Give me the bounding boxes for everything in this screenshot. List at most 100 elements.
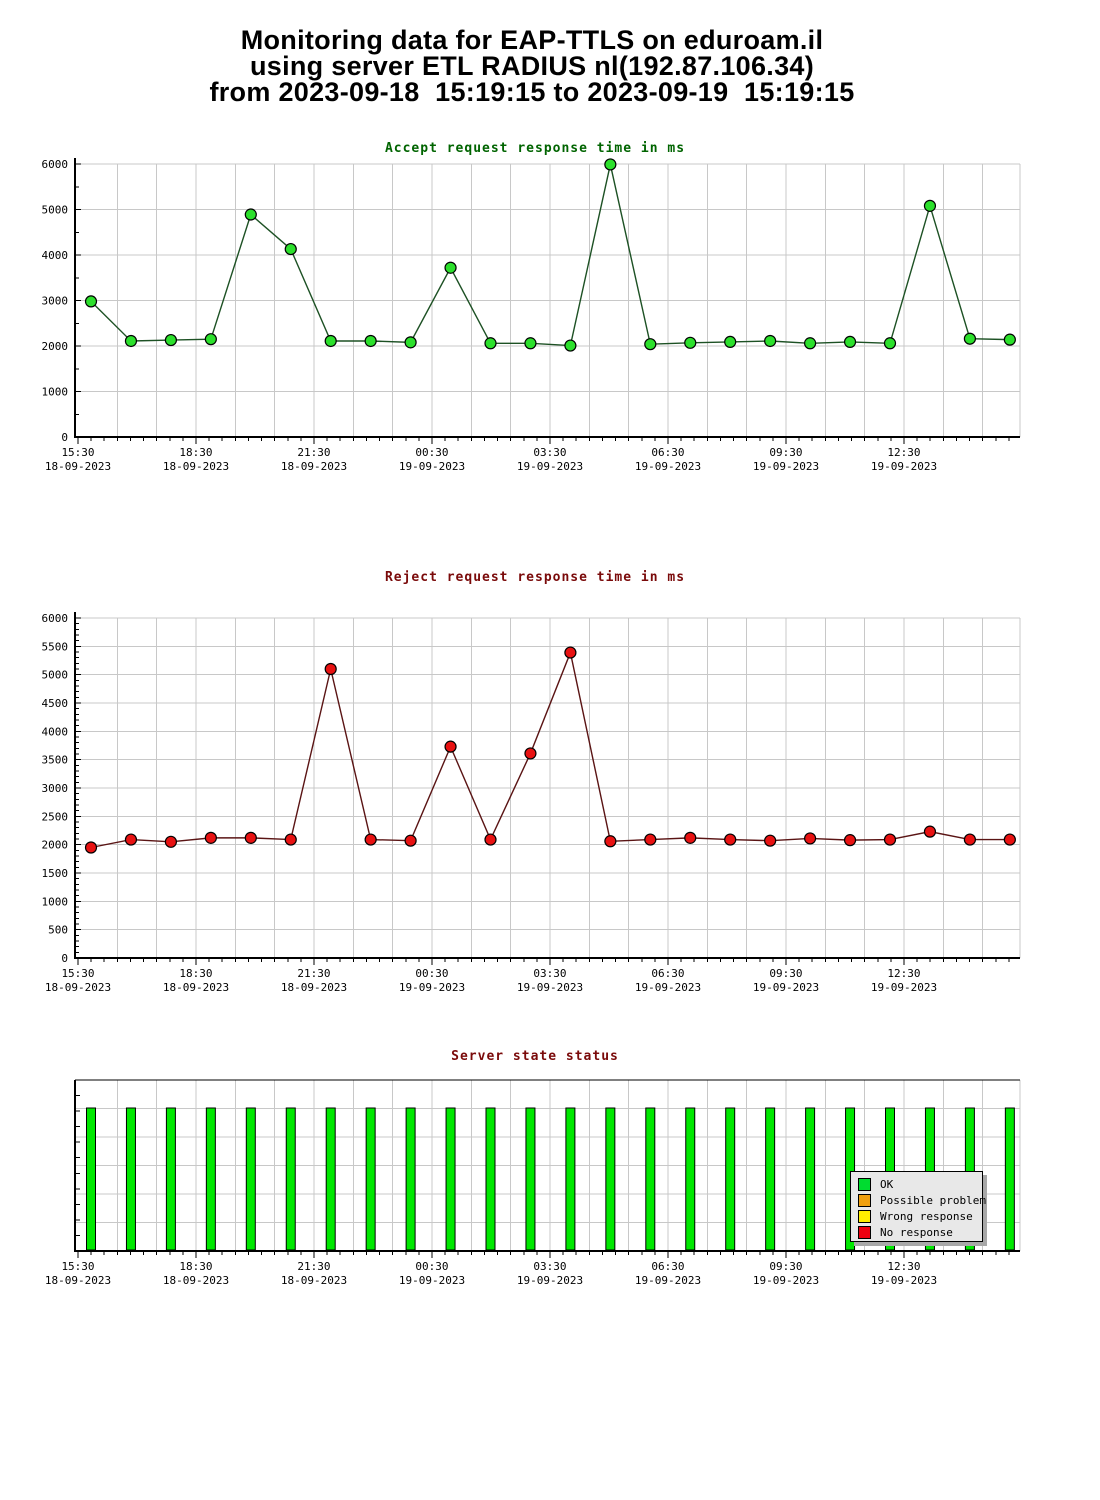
data-point [484, 337, 497, 350]
x-tick-date: 19-09-2023 [399, 1274, 465, 1287]
data-point [164, 333, 177, 347]
x-tick-time: 15:30 [61, 1260, 94, 1273]
data-point [764, 334, 777, 348]
data-point [684, 831, 697, 844]
grid [116, 1080, 1021, 1251]
x-tick-time: 21:30 [297, 967, 330, 980]
data-point [604, 835, 617, 848]
y-tick-label: 2000 [42, 839, 69, 852]
status-bar-ok [725, 1107, 736, 1251]
status-bar-ok [365, 1107, 376, 1251]
reject-response-chart: 15:3018-09-202318:3018-09-202321:3018-09… [42, 612, 1021, 994]
x-tick-time: 12:30 [887, 446, 920, 459]
x-tick-time: 06:30 [651, 446, 684, 459]
data-point [84, 295, 98, 308]
data-point [1003, 833, 1016, 846]
y-axis-ticks [75, 1095, 80, 1236]
data-point [923, 199, 937, 212]
x-tick-date: 19-09-2023 [517, 1274, 583, 1287]
x-tick-time: 21:30 [297, 446, 330, 459]
data-point [803, 337, 817, 350]
x-tick-time: 15:30 [61, 446, 94, 459]
data-point [923, 825, 937, 838]
data-point [124, 833, 138, 846]
x-tick-date: 19-09-2023 [517, 981, 583, 994]
data-point [324, 662, 337, 676]
data-point [803, 832, 817, 845]
x-tick-time: 00:30 [415, 967, 448, 980]
y-tick-label: 4000 [42, 249, 69, 262]
y-tick-label: 0 [61, 431, 68, 444]
data-point [724, 833, 737, 846]
x-tick-date: 18-09-2023 [45, 981, 111, 994]
series [84, 646, 1016, 854]
x-tick-date: 18-09-2023 [281, 981, 347, 994]
status-bar-ok [1004, 1107, 1015, 1251]
x-tick-date: 19-09-2023 [635, 460, 701, 473]
x-tick-date: 19-09-2023 [753, 460, 819, 473]
data-point [324, 334, 337, 348]
grid [116, 618, 1021, 958]
legend-label: No response [880, 1225, 953, 1239]
grid-horizontal [75, 617, 1020, 931]
y-axis [75, 617, 81, 959]
series [84, 158, 1016, 352]
data-point [724, 335, 737, 349]
x-tick-date: 19-09-2023 [399, 460, 465, 473]
y-tick-label: 5500 [42, 640, 69, 653]
status-bar-ok [445, 1107, 456, 1251]
data-point [284, 242, 297, 256]
legend-swatch [858, 1177, 871, 1191]
data-point [963, 833, 977, 846]
status-bar-ok [645, 1107, 656, 1251]
y-tick-label: 2500 [42, 810, 69, 823]
x-tick-time: 03:30 [533, 1260, 566, 1273]
x-tick-time: 09:30 [769, 1260, 802, 1273]
data-point [364, 833, 377, 846]
y-axis-labels: 0 1000 2000 3000 4000 5000 6000 [42, 158, 69, 444]
status-bar-ok [805, 1107, 816, 1251]
x-tick-date: 18-09-2023 [45, 460, 111, 473]
status-bar-ok [245, 1107, 256, 1251]
data-point [963, 332, 977, 345]
data-point [764, 834, 777, 847]
y-tick-label: 3500 [42, 754, 69, 767]
x-tick-time: 00:30 [415, 446, 448, 459]
legend-item-possible-problem: Possible problem [851, 1192, 986, 1208]
y-tick-label: 6000 [42, 612, 69, 625]
x-axis-labels: 15:3018-09-202318:3018-09-202321:3018-09… [45, 1260, 937, 1287]
x-axis [74, 612, 1020, 965]
status-bar-ok [325, 1107, 336, 1251]
y-tick-label: 0 [61, 952, 68, 965]
data-point [244, 208, 257, 221]
data-point [284, 833, 297, 846]
grid [116, 164, 1021, 437]
data-point [843, 834, 857, 847]
x-tick-date: 18-09-2023 [45, 1274, 111, 1287]
y-axis-labels: 0 500 1000 1500 2000 2500 3000 3500 4000 4500 5000… [42, 612, 69, 965]
y-tick-label: 5000 [42, 669, 69, 682]
x-tick-time: 12:30 [887, 1260, 920, 1273]
x-tick-date: 19-09-2023 [635, 1274, 701, 1287]
data-point [524, 747, 537, 760]
x-tick-date: 18-09-2023 [163, 460, 229, 473]
x-tick-time: 06:30 [651, 967, 684, 980]
y-tick-label: 500 [48, 924, 68, 937]
legend-swatch [858, 1209, 871, 1223]
y-tick-label: 4500 [42, 697, 69, 710]
y-tick-label: 5000 [42, 204, 69, 217]
x-tick-time: 06:30 [651, 1260, 684, 1273]
y-tick-label: 6000 [42, 158, 69, 171]
x-axis [74, 158, 1020, 444]
data-point [524, 337, 537, 350]
page-title: Monitoring data for EAP-TTLS on eduroam.… [0, 27, 1064, 106]
x-tick-date: 19-09-2023 [871, 1274, 937, 1287]
x-tick-date: 18-09-2023 [163, 1274, 229, 1287]
data-point [564, 339, 577, 352]
status-bar-ok [485, 1107, 496, 1251]
status-bar-ok [765, 1107, 776, 1251]
x-tick-time: 18:30 [179, 1260, 212, 1273]
data-point [644, 338, 657, 351]
x-tick-date: 18-09-2023 [281, 1274, 347, 1287]
x-tick-time: 00:30 [415, 1260, 448, 1273]
